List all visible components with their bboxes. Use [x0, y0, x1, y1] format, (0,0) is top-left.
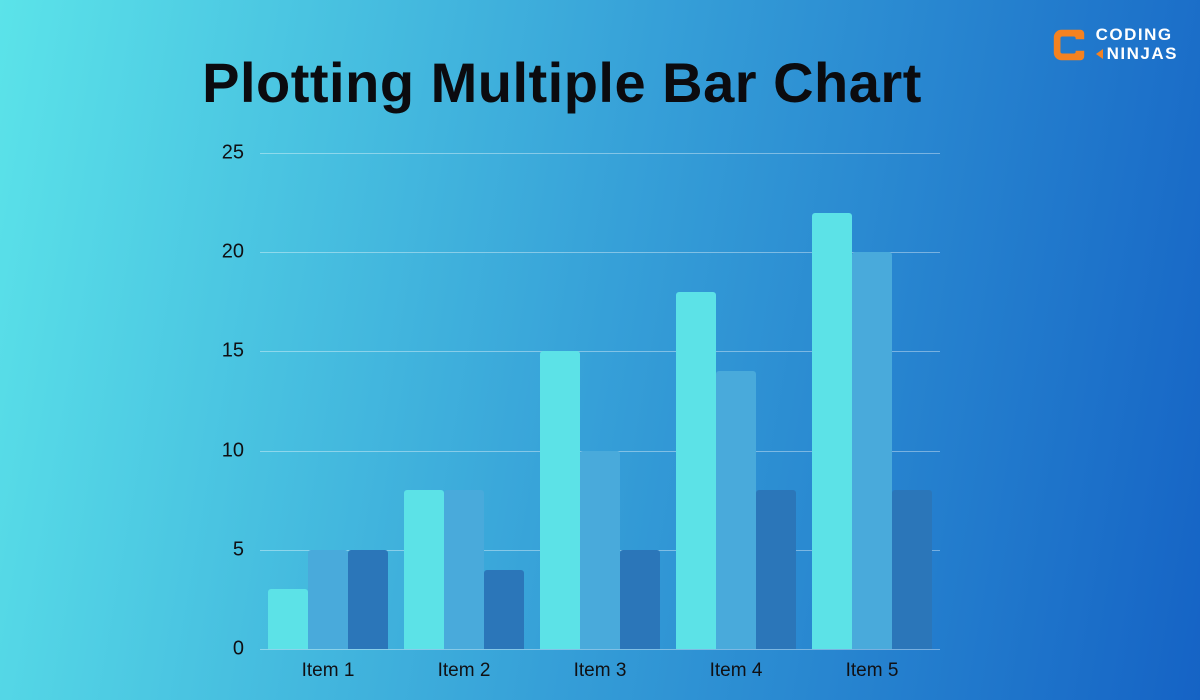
bar-item4-series-1 — [676, 291, 716, 649]
x-tick-label: Item 5 — [845, 660, 899, 681]
y-tick-label: 0 — [232, 637, 244, 660]
bar-item2-series-2 — [444, 490, 484, 649]
x-tick-label: Item 1 — [301, 660, 355, 681]
y-tick-label: 5 — [232, 538, 244, 561]
bar-item5-series-1 — [812, 212, 852, 649]
bar-item2-series-3 — [484, 569, 524, 649]
gridline — [260, 153, 940, 154]
gridline — [260, 649, 940, 650]
bar-item3-series-2 — [580, 450, 620, 649]
bar-item1-series-3 — [348, 549, 388, 649]
bar-item4-series-3 — [756, 490, 796, 649]
x-tick-label: Item 4 — [709, 660, 763, 681]
bar-item2-series-1 — [404, 490, 444, 649]
y-tick-label: 20 — [221, 240, 244, 263]
coding-ninjas-logo: CODING NINJAS — [1050, 26, 1178, 64]
bar-item3-series-3 — [620, 549, 660, 649]
chart-title: Plotting Multiple Bar Chart — [202, 51, 922, 114]
y-tick-label: 25 — [221, 141, 244, 164]
logo-line2-label: NINJAS — [1106, 44, 1178, 63]
gridline — [260, 351, 940, 353]
y-tick-label: 15 — [221, 339, 244, 362]
chevron-left-icon — [1095, 49, 1103, 60]
bar-item4-series-2 — [716, 371, 756, 649]
logo-text: CODING NINJAS — [1095, 26, 1178, 64]
y-tick-label: 10 — [221, 439, 244, 462]
coding-ninjas-c-icon — [1050, 26, 1088, 64]
bar-chart: 0 5 10 15 20 25 Item 1 Item 2 Item 3 Item 4 Item 5 — [222, 142, 940, 681]
x-tick-label: Item 2 — [437, 660, 491, 681]
bar-item5-series-3 — [892, 490, 932, 649]
bar-item1-series-2 — [308, 549, 348, 649]
bar-item5-series-2 — [852, 252, 892, 649]
logo-text-coding: CODING — [1096, 26, 1178, 45]
gridline — [260, 252, 940, 254]
logo-line1-label: CODING — [1095, 25, 1173, 45]
bar-item1-series-1 — [268, 589, 308, 649]
bar-item3-series-1 — [540, 351, 580, 649]
logo-text-ninjas: NINJAS — [1095, 44, 1178, 64]
x-tick-label: Item 3 — [573, 660, 627, 681]
